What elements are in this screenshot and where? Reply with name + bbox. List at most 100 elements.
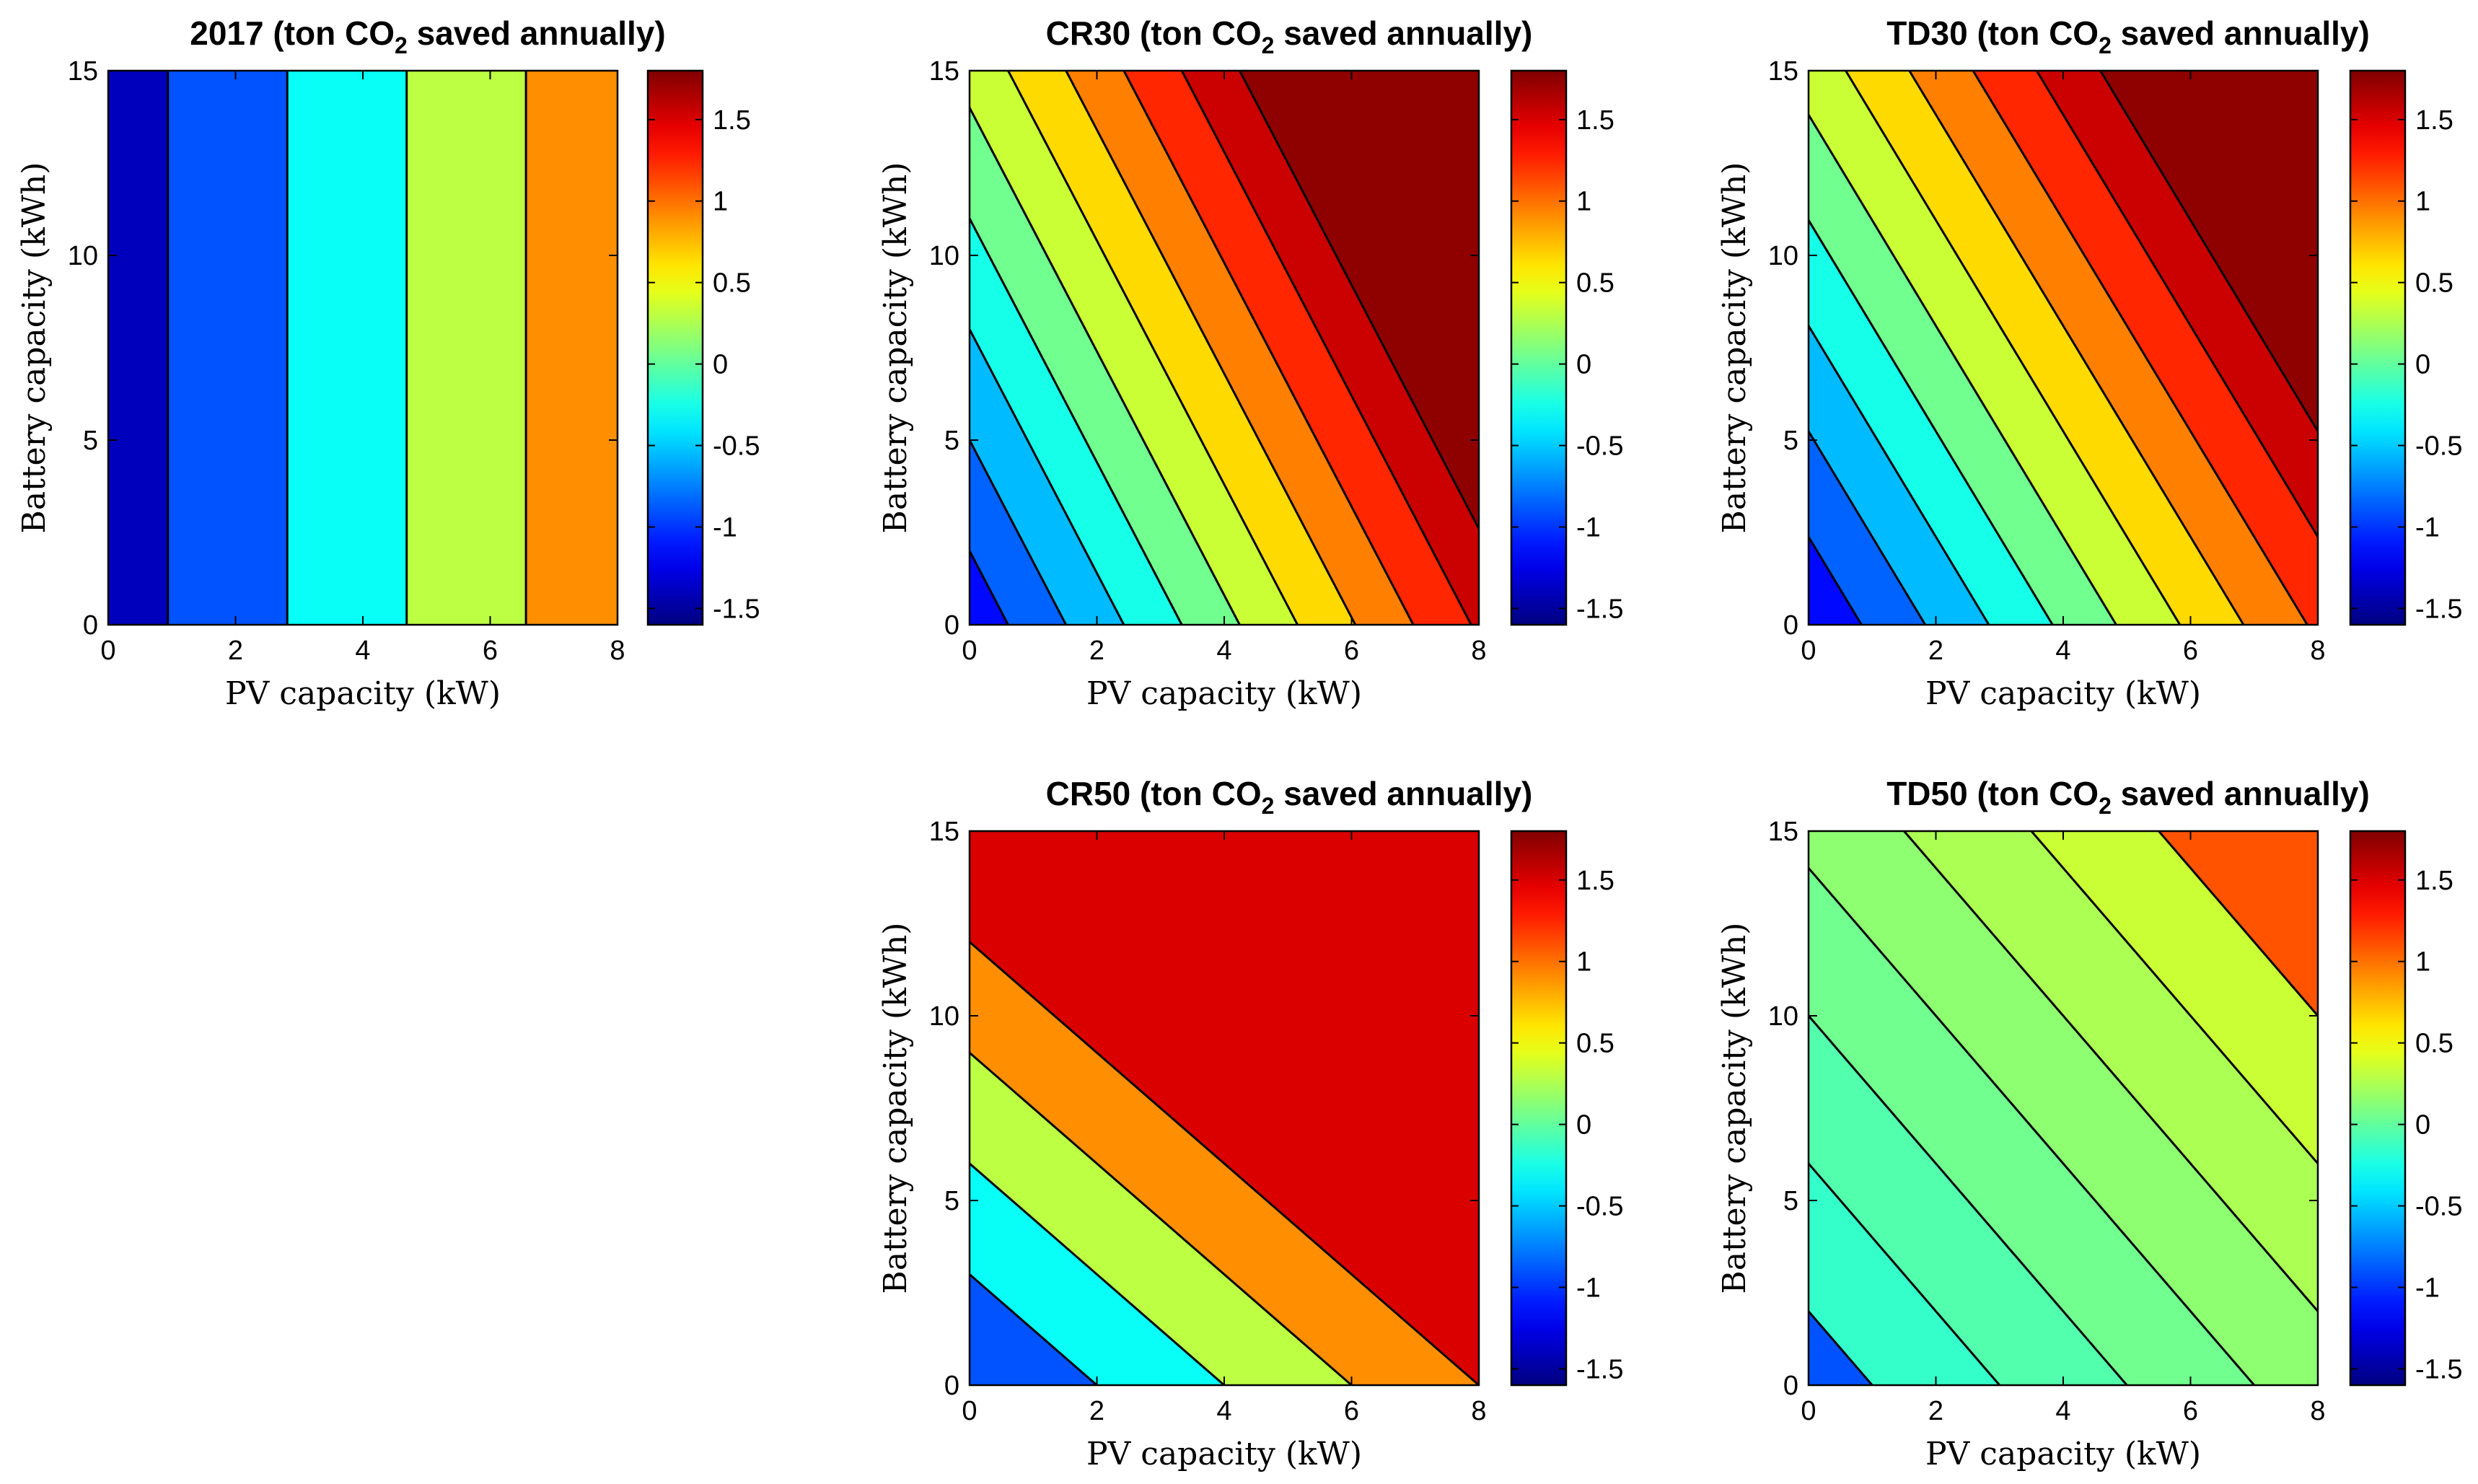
contour-line [970, 1162, 1225, 1385]
colorbar-tick-label: -0.5 [1576, 1192, 1623, 1222]
x-tick-label: 4 [355, 636, 370, 666]
contour-fills [1809, 831, 2318, 1385]
colorbar-tick-label: 1.5 [2415, 105, 2453, 136]
colorbar-tick-label: -0.5 [1576, 431, 1623, 462]
colorbar: -1.5 -1 -0.5 0 0.5 1 1.5 [646, 69, 760, 626]
contour-line [2099, 71, 2318, 432]
colorbar-tick-label: 0 [2415, 1110, 2430, 1141]
colorbar-tick-label: 1 [2415, 947, 2430, 978]
y-tick-label: 0 [83, 610, 98, 641]
contour-line [1809, 867, 2255, 1385]
colorbar-tick-label: -0.5 [713, 431, 760, 462]
contour-line [1122, 71, 1415, 625]
y-tick-label: 10 [929, 1001, 959, 1032]
x-tick-label: 0 [962, 636, 977, 666]
colorbar: -1.5 -1 -0.5 0 0.5 1 1.5 [1510, 830, 1623, 1387]
contour-line [970, 1052, 1353, 1385]
contour-lines [970, 71, 1479, 625]
chart-title: TD30 (ton CO2 saved annually) [1886, 14, 2370, 58]
y-tick-label: 10 [68, 241, 98, 271]
colorbar-tick-label: 0.5 [713, 268, 751, 299]
colorbar-tick-label: 0 [713, 350, 728, 380]
colorbar-tick-label: 1 [1576, 187, 1591, 217]
colorbar-tick-label: -1.5 [1576, 594, 1623, 624]
contour-line [1809, 114, 2117, 625]
colorbar-tick-label: -1 [2415, 1273, 2440, 1303]
contour-line [1972, 71, 2308, 625]
x-tick-label: 4 [2055, 1396, 2070, 1426]
x-axis-label: PV capacity (kW) [1925, 1436, 2201, 1472]
x-tick-label: 8 [2310, 1396, 2325, 1426]
contour-line [1809, 431, 1927, 625]
x-axis-label: PV capacity (kW) [1086, 1436, 1362, 1472]
colorbar: -1.5 -1 -0.5 0 0.5 1 1.5 [2349, 830, 2462, 1387]
x-axis-label: PV capacity (kW) [1925, 675, 2201, 712]
y-tick-label: 5 [944, 1186, 959, 1216]
contour-line [1903, 831, 2318, 1312]
y-tick-label: 5 [83, 426, 98, 456]
colorbar-tick-label: 1.5 [1576, 105, 1614, 136]
contour-lines [970, 941, 1479, 1385]
colorbar-gradient [646, 69, 704, 626]
colorbar-tick-label: 1.5 [713, 105, 751, 136]
contour-line [970, 550, 1009, 625]
colorbar-tick-label: 0.5 [2415, 268, 2453, 299]
x-tick-label: 8 [2310, 636, 2325, 666]
x-tick-label: 0 [1801, 636, 1816, 666]
contour-line [970, 941, 1479, 1385]
x-tick-label: 2 [228, 636, 243, 666]
colorbar-tick-label: -1.5 [2415, 594, 2462, 624]
y-tick-label: 5 [944, 426, 959, 456]
contour-line [1809, 219, 2054, 625]
colorbar-tick-label: -1 [2415, 512, 2440, 543]
x-axis-label: PV capacity (kW) [225, 675, 501, 712]
x-tick-label: 8 [1471, 1396, 1486, 1426]
colorbar-tick-label: -1 [713, 512, 737, 543]
colorbar-tick-label: -0.5 [2415, 431, 2462, 462]
chart-title: CR50 (ton CO2 saved annually) [1046, 775, 1533, 819]
y-axis-label: Battery capacity (kWh) [1716, 923, 1753, 1294]
colorbar-tick-label: -1.5 [1576, 1354, 1623, 1384]
x-tick-label: 0 [962, 1396, 977, 1426]
contour-line [970, 107, 1241, 625]
x-tick-label: 2 [1089, 636, 1104, 666]
contour-line [1809, 536, 1863, 625]
contour-band [526, 71, 618, 625]
x-tick-label: 4 [1216, 1396, 1231, 1426]
contour-line [1809, 1162, 2000, 1385]
colorbar-tick-label: 0 [2415, 350, 2430, 380]
contour-line [1809, 1310, 1873, 1385]
colorbar-tick-label: 1.5 [1576, 866, 1614, 896]
contour-line [2035, 71, 2318, 537]
x-tick-label: 6 [483, 636, 498, 666]
y-tick-label: 10 [1768, 1001, 1798, 1032]
colorbar-tick-label: -0.5 [2415, 1192, 2462, 1222]
y-tick-label: 0 [1783, 1371, 1798, 1401]
contour-line [1908, 71, 2245, 625]
contour-line [1809, 1015, 2128, 1385]
contour-line [1007, 71, 1299, 625]
x-tick-label: 4 [2055, 636, 2070, 666]
x-axis-label: PV capacity (kW) [1086, 675, 1362, 712]
contour-line [1239, 71, 1479, 530]
y-tick-label: 10 [1768, 241, 1798, 271]
y-tick-label: 5 [1783, 1186, 1798, 1216]
colorbar-tick-label: -1.5 [2415, 1354, 2462, 1384]
colorbar-tick-label: -1 [1576, 512, 1601, 543]
contour-fills [970, 71, 1479, 625]
y-axis-label: Battery capacity (kWh) [877, 923, 914, 1294]
colorbar-tick-label: 1 [2415, 187, 2430, 217]
x-tick-label: 2 [1089, 1396, 1104, 1426]
contour-line [970, 1273, 1098, 1385]
contour-line [1065, 71, 1357, 625]
y-tick-label: 15 [929, 56, 959, 87]
y-tick-label: 0 [944, 1371, 959, 1401]
x-tick-label: 2 [1928, 1396, 1943, 1426]
y-axis-label: Battery capacity (kWh) [877, 162, 914, 534]
contour-line [1845, 71, 2182, 625]
x-tick-label: 6 [2183, 1396, 2198, 1426]
